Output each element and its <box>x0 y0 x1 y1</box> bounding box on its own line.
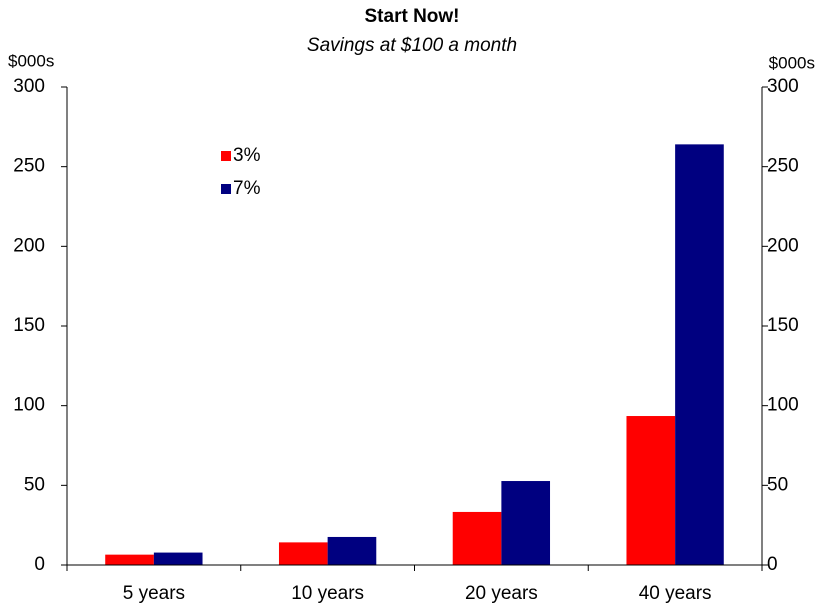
bar <box>626 416 676 565</box>
bar <box>153 552 203 565</box>
y2-axis-label: $000s <box>769 53 815 72</box>
y-tick-label: 150 <box>13 315 45 336</box>
y2-tick-label: 100 <box>767 395 799 416</box>
legend-swatch <box>221 184 231 194</box>
y-tick-label: 200 <box>13 235 45 256</box>
y-tick-label: 250 <box>13 156 45 177</box>
y2-tick-label: 50 <box>767 474 788 495</box>
y-tick-label: 0 <box>34 554 45 575</box>
bar <box>501 481 551 565</box>
bar <box>452 511 502 565</box>
bar <box>278 542 328 565</box>
legend-swatch <box>221 151 231 161</box>
y2-tick-label: 250 <box>767 156 799 177</box>
chart-subtitle: Savings at $100 a month <box>307 35 517 56</box>
x-tick-label: 10 years <box>291 583 364 604</box>
x-tick-label: 5 years <box>123 583 185 604</box>
bar <box>105 554 154 565</box>
y2-tick-label: 200 <box>767 235 799 256</box>
bar <box>675 144 724 566</box>
bar <box>327 536 377 565</box>
y2-tick-label: 150 <box>767 315 799 336</box>
legend-label: 3% <box>233 145 261 166</box>
chart-title: Start Now! <box>365 6 460 27</box>
y-tick-label: 50 <box>24 474 45 495</box>
y-tick-label: 300 <box>13 76 45 97</box>
y2-tick-label: 0 <box>767 554 778 575</box>
y-axis-label: $000s <box>8 51 54 70</box>
legend-label: 7% <box>233 178 261 199</box>
x-tick-label: 20 years <box>465 583 538 604</box>
y2-tick-label: 300 <box>767 76 799 97</box>
x-tick-label: 40 years <box>639 583 712 604</box>
y-tick-label: 100 <box>13 395 45 416</box>
